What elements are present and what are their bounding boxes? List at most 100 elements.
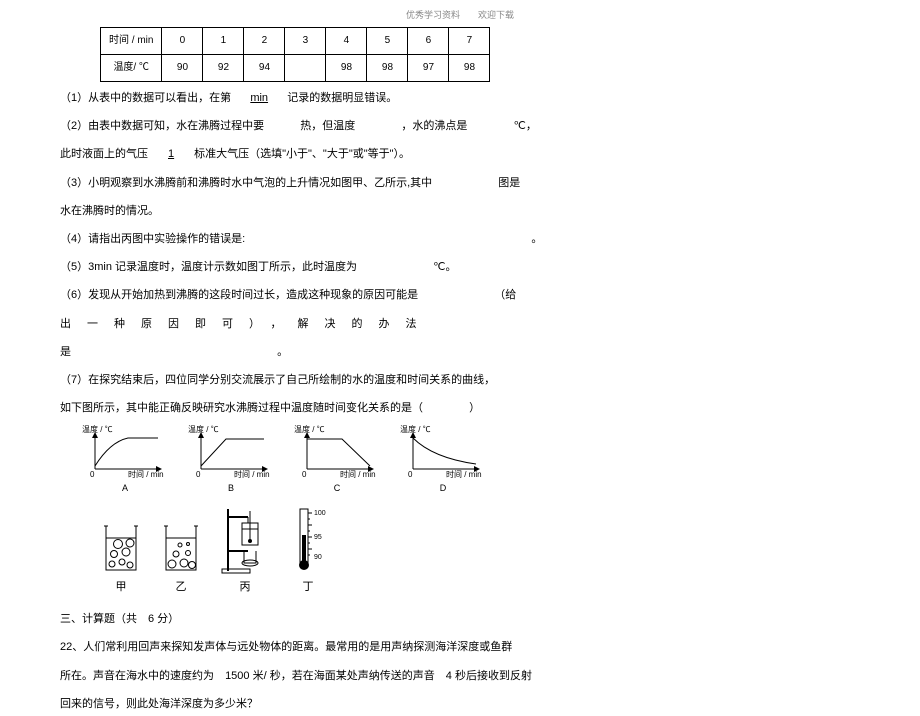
beaker-jia: 甲 <box>100 520 142 599</box>
q5-text-b: ℃。 <box>433 261 456 273</box>
q4-text-a: （4）请指出丙图中实验操作的错误是: <box>60 233 245 245</box>
svg-text:0: 0 <box>302 470 307 479</box>
table-cell: 4 <box>326 28 367 55</box>
q1-blank: min <box>234 86 284 110</box>
table-cell: 6 <box>408 28 449 55</box>
q3: （3）小明观察到水沸腾前和沸腾时水中气泡的上升情况如图甲、乙所示,其中 图是 <box>60 171 860 195</box>
thermometer-ding: 100 95 90 丁 <box>288 505 328 599</box>
beaker-label: 丁 <box>303 575 314 599</box>
q5: （5）3min 记录温度时，温度计示数如图丁所示，此时温度为 ℃。 <box>60 255 860 279</box>
q22a: 22、人们常利用回声来探知发声体与远处物体的距离。最常用的是用声纳探测海洋深度或… <box>60 635 860 659</box>
page-header: 优秀学习资料 欢迎下载 <box>0 0 920 27</box>
q6d: 是 。 <box>60 340 860 364</box>
table-cell: 90 <box>162 55 203 82</box>
beaker-label: 乙 <box>176 575 187 599</box>
graph-ylabel: 温度 / ℃ <box>188 424 219 434</box>
q22b-1: 所在。声音在海水中的速度约为 <box>60 670 214 682</box>
beaker-yi-svg <box>160 520 202 575</box>
q2e-text-a: 此时液面上的气压 <box>60 148 148 160</box>
beaker-label: 甲 <box>116 575 127 599</box>
graph-ylabel: 温度 / ℃ <box>82 424 113 434</box>
graph-c-svg: 温度 / ℃ 0 时间 / min <box>292 424 382 479</box>
q6e-text: 。 <box>277 346 288 358</box>
table-cell: 94 <box>244 55 285 82</box>
q2-text-d: ℃， <box>514 120 537 132</box>
q4: （4）请指出丙图中实验操作的错误是: 。 <box>60 227 860 251</box>
q1-text-c: 记录的数据明显错误。 <box>287 92 397 104</box>
q1-text-a: （1）从表中的数据可以看出，在第 <box>60 92 231 104</box>
q22c: 回来的信号，则此处海洋深度为多少米？ <box>60 692 860 716</box>
q2-text-a: （2）由表中数据可知，水在沸腾过程中要 <box>60 120 264 132</box>
beaker-yi: 乙 <box>160 520 202 599</box>
graph-a-svg: 温度 / ℃ 0 时间 / min <box>80 424 170 479</box>
table-row: 温度/ ℃ 90 92 94 98 98 97 98 <box>101 55 490 82</box>
graph-b: 温度 / ℃ 0 时间 / min B <box>186 424 276 499</box>
q22b: 所在。声音在海水中的速度约为 1500 米/ 秒，若在海面某处声纳传送的声音 4… <box>60 664 860 688</box>
q7b: 如下图所示，其中能正确反映研究水沸腾过程中温度随时间变化关系的是（ ） <box>60 396 860 420</box>
svg-text:0: 0 <box>408 470 413 479</box>
q22b-2: 1500 米/ 秒，若在海面某处声纳传送的声音 <box>225 670 435 682</box>
table-cell: 温度/ ℃ <box>101 55 162 82</box>
graph-label: C <box>334 479 341 499</box>
table-cell: 5 <box>367 28 408 55</box>
q7b-text: 如下图所示，其中能正确反映研究水沸腾过程中温度随时间变化关系的是（ <box>60 402 423 414</box>
q3-text-b: 图是 <box>498 177 520 189</box>
q6c: 出一种原因即可），解决的办法 <box>60 312 860 336</box>
q2: （2）由表中数据可知，水在沸腾过程中要 热，但温度 ，水的沸点是 ℃， <box>60 114 860 138</box>
beaker-row: 甲 乙 <box>100 505 860 599</box>
table-cell: 1 <box>203 28 244 55</box>
graph-c: 温度 / ℃ 0 时间 / min C <box>292 424 382 499</box>
q7c-text: ） <box>469 402 480 414</box>
q4-text-b: 。 <box>531 233 542 245</box>
table-cell: 97 <box>408 55 449 82</box>
graph-d-svg: 温度 / ℃ 0 时间 / min <box>398 424 488 479</box>
table-cell: 7 <box>449 28 490 55</box>
table-cell: 0 <box>162 28 203 55</box>
table-cell: 时间 / min <box>101 28 162 55</box>
q2e-text-c: 标准大气压（选填"小于"、"大于"或"等于"）。 <box>194 148 410 160</box>
graph-label: B <box>228 479 234 499</box>
q3c: 水在沸腾时的情况。 <box>60 199 860 223</box>
q7a: （7）在探究结束后，四位同学分别交流展示了自己所绘制的水的温度和时间关系的曲线， <box>60 368 860 392</box>
q6-text-b: （给 <box>494 289 516 301</box>
q2e-blank: 1 <box>151 142 191 166</box>
table-cell: 2 <box>244 28 285 55</box>
apparatus-bing: 丙 <box>220 505 270 599</box>
svg-text:100: 100 <box>314 510 326 517</box>
table-cell: 3 <box>285 28 326 55</box>
content: 时间 / min 0 1 2 3 4 5 6 7 温度/ ℃ 90 92 94 … <box>0 27 920 716</box>
q22b-3: 4 秒后接收到反射 <box>446 670 532 682</box>
q6-text-a: （6）发现从开始加热到沸腾的这段时间过长，造成这种现象的原因可能是 <box>60 289 418 301</box>
data-table: 时间 / min 0 1 2 3 4 5 6 7 温度/ ℃ 90 92 94 … <box>100 27 490 82</box>
table-cell: 98 <box>326 55 367 82</box>
q5-text-a: （5）3min 记录温度时，温度计示数如图丁所示，此时温度为 <box>60 261 357 273</box>
beaker-label: 丙 <box>240 575 251 599</box>
thermometer-svg: 100 95 90 <box>288 505 328 575</box>
svg-text:0: 0 <box>90 470 95 479</box>
graph-label: A <box>122 479 128 499</box>
table-cell <box>285 55 326 82</box>
svg-text:0: 0 <box>196 470 201 479</box>
q2e: 此时液面上的气压 1 标准大气压（选填"小于"、"大于"或"等于"）。 <box>60 142 860 166</box>
svg-text:90: 90 <box>314 554 322 561</box>
graph-ylabel: 温度 / ℃ <box>400 424 431 434</box>
q3-text-a: （3）小明观察到水沸腾前和沸腾时水中气泡的上升情况如图甲、乙所示,其中 <box>60 177 432 189</box>
q2-text-c: ，水的沸点是 <box>401 120 467 132</box>
graph-a: 温度 / ℃ 0 时间 / min A <box>80 424 170 499</box>
graphs-row: 温度 / ℃ 0 时间 / min A 温度 / ℃ 0 时间 / min <box>80 424 860 499</box>
table-cell: 92 <box>203 55 244 82</box>
graph-xlabel: 时间 / min <box>128 469 164 479</box>
graph-b-svg: 温度 / ℃ 0 时间 / min <box>186 424 276 479</box>
apparatus-svg <box>220 505 270 575</box>
sec3: 三、计算题（共 6 分） <box>60 607 860 631</box>
graph-d: 温度 / ℃ 0 时间 / min D <box>398 424 488 499</box>
q2-text-b: 热，但温度 <box>300 120 355 132</box>
graph-xlabel: 时间 / min <box>340 469 376 479</box>
beaker-jia-svg <box>100 520 142 575</box>
table-cell: 98 <box>449 55 490 82</box>
table-cell: 98 <box>367 55 408 82</box>
q6d-text: 是 <box>60 346 71 358</box>
svg-text:95: 95 <box>314 534 322 541</box>
graph-ylabel: 温度 / ℃ <box>294 424 325 434</box>
graph-label: D <box>440 479 447 499</box>
